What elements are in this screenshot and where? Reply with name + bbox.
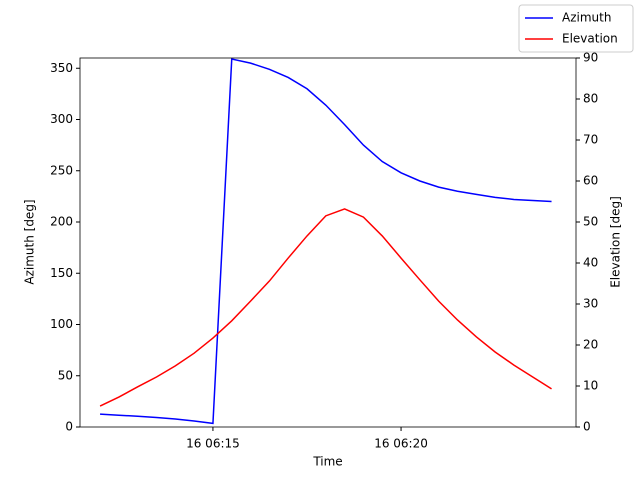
y2-tick-label: 20 [583, 338, 598, 352]
series-line [100, 58, 552, 425]
y2-tick-label: 90 [583, 51, 598, 65]
y-tick-label: 0 [65, 420, 73, 434]
y2-axis-label: Elevation [deg] [609, 196, 623, 288]
y2-tick-label: 10 [583, 379, 598, 393]
y2-tick-label: 60 [583, 174, 598, 188]
y-tick-label: 350 [50, 61, 73, 75]
legend-box [518, 4, 634, 53]
x-tick-label: 16 06:20 [374, 437, 428, 451]
legend-label: Azimuth [562, 11, 611, 25]
y-tick-label: 200 [50, 215, 73, 229]
y2-tick-label: 0 [583, 420, 591, 434]
y2-tick-label: 30 [583, 297, 598, 311]
y2-tick-label: 40 [583, 256, 598, 270]
y2-tick-label: 70 [583, 133, 598, 147]
plot-frame [79, 57, 577, 428]
y-tick-label: 100 [50, 317, 73, 331]
y2-tick-label: 80 [583, 92, 598, 106]
y-tick-label: 150 [50, 266, 73, 280]
y-tick-label: 250 [50, 163, 73, 177]
x-axis-label: Time [312, 455, 342, 469]
y2-tick-label: 50 [583, 215, 598, 229]
y-tick-label: 50 [58, 368, 73, 382]
y-tick-label: 300 [50, 112, 73, 126]
legend-label: Elevation [562, 32, 618, 46]
x-tick-label: 16 06:15 [186, 437, 240, 451]
y-axis-label: Azimuth [deg] [23, 199, 37, 284]
series-line [99, 208, 552, 407]
